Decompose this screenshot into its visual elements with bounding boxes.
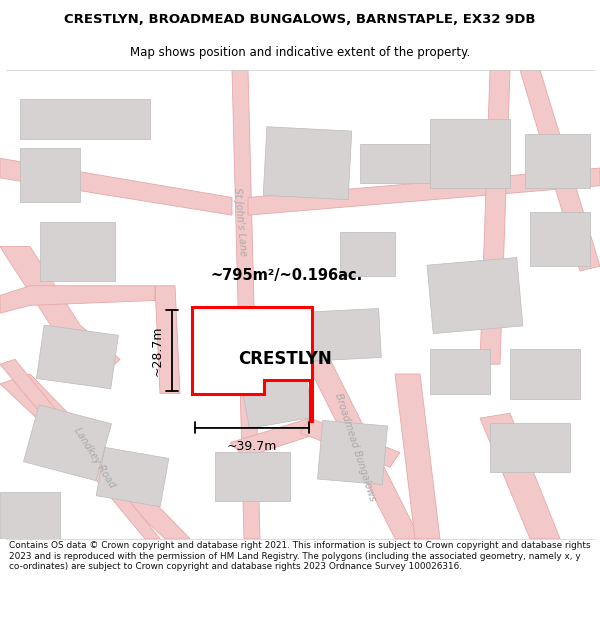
Text: Broadmead Bungalows: Broadmead Bungalows [333,392,377,503]
Polygon shape [0,374,190,539]
Polygon shape [340,232,395,276]
Polygon shape [520,70,600,271]
Polygon shape [427,258,523,334]
Text: Contains OS data © Crown copyright and database right 2021. This information is : Contains OS data © Crown copyright and d… [9,541,590,571]
Polygon shape [230,418,320,457]
Polygon shape [395,374,440,539]
Polygon shape [40,222,115,281]
Text: CRESTLYN, BROADMEAD BUNGALOWS, BARNSTAPLE, EX32 9DB: CRESTLYN, BROADMEAD BUNGALOWS, BARNSTAPL… [64,13,536,26]
Polygon shape [0,286,155,313]
Text: Landkey Road: Landkey Road [73,426,118,489]
Polygon shape [23,405,112,481]
Polygon shape [300,418,400,467]
Polygon shape [309,309,381,361]
Polygon shape [37,325,118,389]
Text: St John's Lane: St John's Lane [232,188,248,257]
Polygon shape [242,374,313,428]
Polygon shape [530,213,590,266]
Polygon shape [0,492,60,539]
Polygon shape [490,423,570,472]
Text: Map shows position and indicative extent of the property.: Map shows position and indicative extent… [130,46,470,59]
Polygon shape [525,134,590,188]
Polygon shape [480,70,510,364]
Polygon shape [510,349,580,399]
Polygon shape [317,421,388,484]
Polygon shape [215,452,290,501]
Text: ~28.7m: ~28.7m [151,325,164,376]
Polygon shape [0,246,120,374]
Polygon shape [430,119,510,188]
Polygon shape [430,349,490,394]
Text: CRESTLYN: CRESTLYN [238,350,332,368]
Text: ~795m²/~0.196ac.: ~795m²/~0.196ac. [210,268,362,283]
Polygon shape [263,127,352,199]
Polygon shape [96,448,169,507]
Polygon shape [192,308,312,421]
Polygon shape [20,99,150,139]
Polygon shape [0,359,160,539]
Polygon shape [0,158,232,215]
Polygon shape [20,149,80,202]
Polygon shape [480,413,560,539]
Polygon shape [305,359,420,539]
Text: ~39.7m: ~39.7m [227,440,277,452]
Polygon shape [248,168,600,215]
Polygon shape [360,144,430,182]
Polygon shape [232,70,260,539]
Polygon shape [155,286,180,394]
